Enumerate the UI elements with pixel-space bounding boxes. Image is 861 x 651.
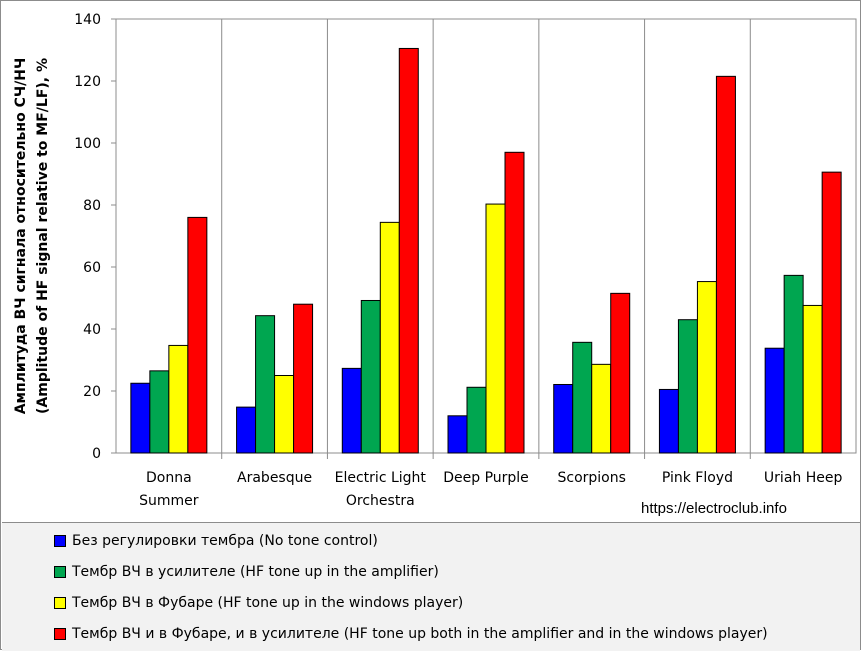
legend-label: Тембр ВЧ и в Фубаре, и в усилителе (HF t… [72, 626, 768, 642]
legend-swatch [54, 566, 66, 578]
bar [341, 367, 362, 454]
bar [447, 415, 468, 454]
bar [783, 274, 804, 454]
legend-label: Без регулировки тембра (No tone control) [72, 533, 378, 549]
legend-item: Тембр ВЧ в Фубаре (HF tone up in the win… [54, 593, 463, 613]
bar [130, 382, 151, 454]
chart-plot: 0 20 40 60 80 100 120 140 Donna Summer Arabesque El… [13, 12, 857, 509]
bar [398, 47, 419, 454]
y-tick-label: 60 [83, 260, 101, 276]
y-tick-label: 40 [83, 322, 101, 338]
y-axis-label: Амплитуда ВЧ сигнала относительно СЧ/НЧ [13, 58, 29, 415]
legend-swatch [54, 597, 66, 609]
legend-item: Без регулировки тембра (No tone control) [54, 531, 378, 551]
y-axis-label: (Amplitude of HF signal relative to MF/L… [35, 58, 51, 414]
bar [466, 386, 487, 454]
bar [658, 388, 679, 454]
bar [764, 347, 785, 454]
y-tick-label: 80 [83, 198, 101, 214]
category-label: Summer [139, 493, 199, 509]
bar [149, 370, 170, 454]
bar [485, 203, 506, 454]
category-label: Scorpions [558, 470, 626, 486]
bar [591, 363, 612, 454]
category-label: Uriah Heep [764, 470, 843, 486]
bar [677, 319, 698, 454]
y-tick-label: 100 [74, 136, 101, 152]
bar [802, 304, 823, 454]
legend-swatch [54, 535, 66, 547]
y-tick-label: 140 [74, 12, 101, 28]
bar [553, 383, 574, 454]
bar [715, 75, 736, 454]
y-tick-label: 0 [92, 446, 101, 462]
bar [610, 292, 631, 454]
category-label: Electric Light [335, 470, 427, 486]
bar [504, 151, 525, 454]
bar [572, 341, 593, 454]
category-label: Arabesque [237, 470, 312, 486]
bar [168, 344, 189, 454]
legend-label: Тембр ВЧ в Фубаре (HF tone up in the win… [72, 595, 464, 611]
legend: Без регулировки тембра (No tone control)… [2, 522, 860, 651]
legend-swatch [54, 628, 66, 640]
legend-item: Тембр ВЧ и в Фубаре, и в усилителе (HF t… [54, 624, 768, 644]
bar [379, 221, 400, 454]
bar [293, 303, 314, 454]
bar [696, 281, 717, 454]
bar [821, 171, 842, 454]
bar [255, 315, 276, 454]
category-label: Orchestra [346, 493, 415, 509]
bar [236, 406, 257, 454]
category-label: Pink Floyd [662, 470, 733, 486]
category-label: Donna [146, 470, 192, 486]
y-tick-label: 20 [83, 384, 101, 400]
legend-item: Тембр ВЧ в усилителе (HF tone up in the … [54, 562, 439, 582]
bar [360, 299, 381, 454]
legend-label: Тембр ВЧ в усилителе (HF tone up in the … [72, 564, 439, 580]
bar [187, 216, 208, 454]
category-label: Deep Purple [443, 470, 529, 486]
bar [274, 375, 295, 454]
watermark: https://electroclub.info [641, 500, 787, 517]
y-tick-label: 120 [74, 74, 101, 90]
